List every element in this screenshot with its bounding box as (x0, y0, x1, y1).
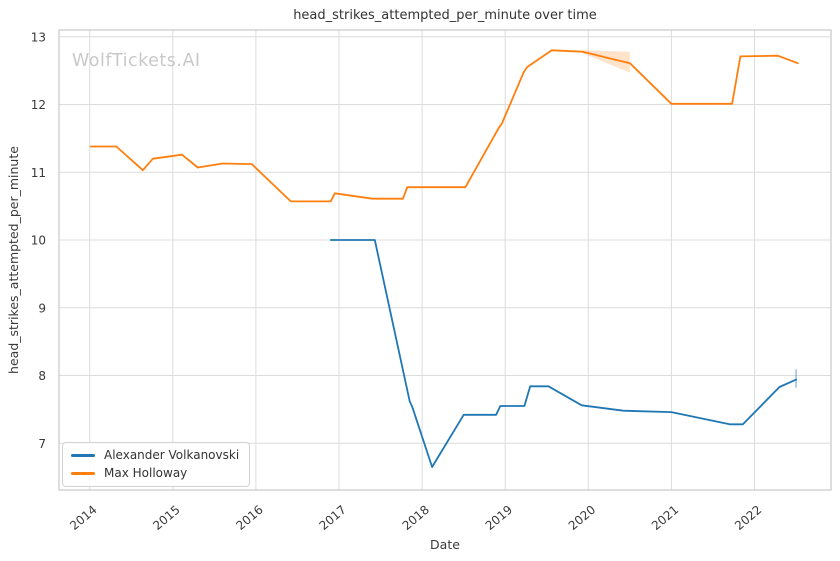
legend-item-volkanovski: Alexander Volkanovski (71, 448, 239, 463)
legend: Alexander Volkanovski Max Holloway (62, 442, 251, 487)
x-tick-label-2016: 2016 (233, 503, 265, 533)
y-tick-label-12: 12 (31, 98, 46, 112)
legend-swatch-holloway (71, 472, 95, 475)
y-tick-label-8: 8 (38, 369, 46, 383)
chart-title: head_strikes_attempted_per_minute over t… (293, 8, 597, 23)
x-tick-label-2015: 2015 (150, 503, 182, 533)
x-tick-label-2020: 2020 (566, 503, 598, 533)
legend-swatch-volkanovski (71, 454, 95, 457)
x-tick-label-2017: 2017 (317, 503, 349, 533)
series-lines (89, 49, 799, 468)
legend-label-volkanovski: Alexander Volkanovski (104, 448, 240, 462)
gridlines (59, 30, 831, 490)
x-axis-label: Date (430, 537, 460, 552)
plot-border (58, 29, 832, 491)
x-tick-label-2018: 2018 (400, 503, 432, 533)
y-tick-label-7: 7 (38, 437, 46, 451)
confidence-band-1 (582, 50, 630, 73)
series-line-0 (329, 239, 797, 468)
y-axis-label: head_strikes_attempted_per_minute (6, 146, 21, 374)
y-tick-label-9: 9 (38, 301, 46, 315)
x-tick-label-2019: 2019 (483, 503, 515, 533)
x-tick-label-2021: 2021 (649, 503, 681, 533)
series-line-1 (89, 49, 799, 203)
y-tick-label-11: 11 (31, 166, 46, 180)
y-tick-label-10: 10 (31, 234, 46, 248)
x-tick-label-2014: 2014 (67, 503, 99, 533)
x-tick-label-2022: 2022 (732, 503, 764, 533)
y-tick-label-13: 13 (31, 30, 46, 44)
watermark: WolfTickets.AI (72, 51, 201, 71)
y-tick-labels: 7 8 9 10 11 12 13 (31, 30, 46, 451)
legend-item-holloway: Max Holloway (71, 466, 239, 481)
x-tick-labels: 2014 2015 2016 2017 2018 2019 2020 2021 2022 (67, 503, 764, 533)
legend-label-holloway: Max Holloway (104, 466, 188, 480)
confidence-bands (582, 50, 797, 388)
